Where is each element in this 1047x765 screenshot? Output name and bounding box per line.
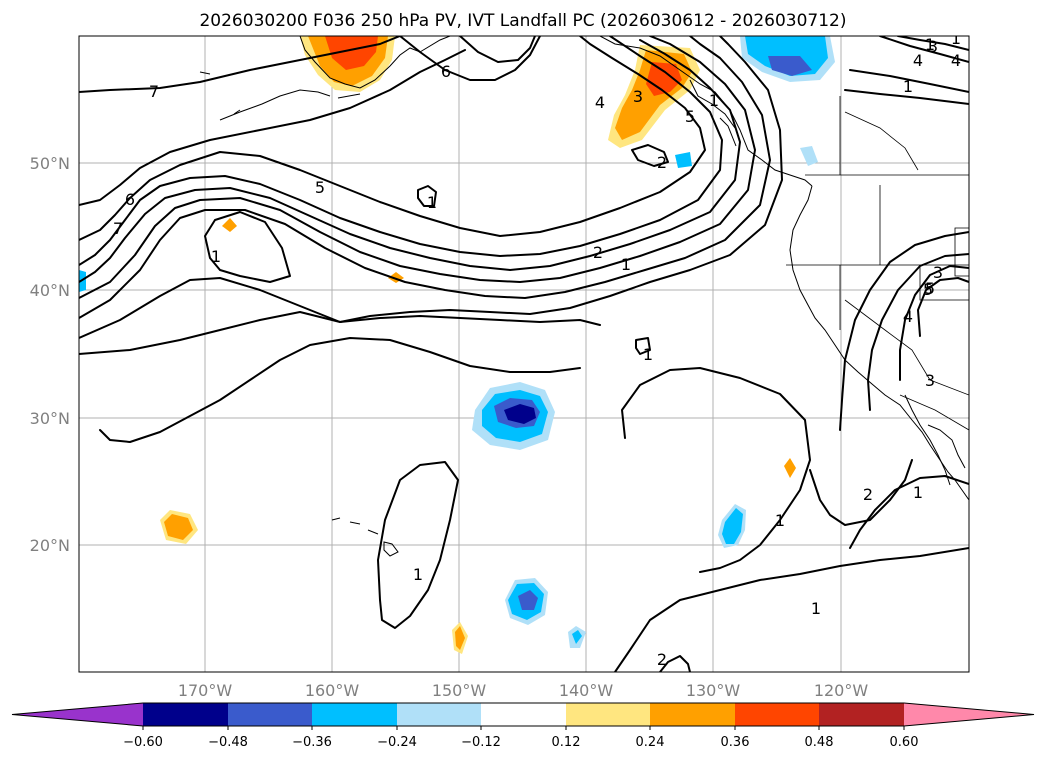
colorbar-segment (143, 703, 228, 726)
contour-label: 1 (925, 35, 935, 54)
contour-label: 4 (903, 307, 913, 326)
contour-label: 2 (657, 153, 667, 172)
contour-label: 1 (951, 29, 961, 48)
colorbar-segment (228, 703, 312, 726)
map-frame (78, 35, 970, 673)
lat-tick-labels: 50°N 40°N 30°N 20°N (30, 154, 70, 555)
colorbar-segment (819, 703, 904, 726)
map-background (79, 36, 969, 672)
contour-label: 1 (709, 91, 719, 110)
colorbar-label: −0.12 (461, 735, 501, 750)
colorbar-label: −0.60 (123, 735, 163, 750)
colorbar-label: 0.12 (552, 735, 581, 750)
colorbar-segment (904, 703, 1034, 726)
contour-label: 6 (125, 190, 135, 209)
lat-tick-label: 20°N (30, 536, 70, 555)
contour-label: 4 (951, 51, 961, 70)
contour-label: 1 (903, 77, 913, 96)
contour-label: 1 (621, 255, 631, 274)
lat-tick-label: 50°N (30, 154, 70, 173)
contour-label: 5 (923, 280, 933, 299)
lon-tick-label: 150°W (432, 681, 487, 700)
contour-label: 1 (413, 565, 423, 584)
lon-tick-label: 140°W (559, 681, 614, 700)
contour-label: 1 (643, 345, 653, 364)
lon-tick-label: 120°W (814, 681, 869, 700)
colorbar-label: −0.36 (292, 735, 332, 750)
colorbar-segment (735, 703, 819, 726)
map-panel: 7 6 5 4 3 2 1 7 6 5 1 1 1 2 1 4 3 1 5 4 (78, 29, 970, 673)
colorbar-segment (650, 703, 735, 726)
contour-label: 5 (315, 178, 325, 197)
colorbar-label: 0.24 (636, 735, 665, 750)
colorbar-segment (481, 703, 566, 726)
contour-label: 6 (441, 62, 451, 81)
contour-label-group: 7 6 5 4 3 2 1 7 6 5 1 1 1 2 1 4 3 1 5 4 (113, 29, 961, 669)
colorbar-label: −0.48 (208, 735, 248, 750)
contour-label: 7 (113, 219, 123, 238)
contour-label: 2 (593, 243, 603, 262)
contour-label: 5 (685, 107, 695, 126)
contour-label: 5 (925, 279, 935, 298)
pc-shading (79, 36, 835, 654)
lon-tick-labels: 170°W 160°W 150°W 140°W 130°W 120°W (178, 681, 869, 700)
contour-label: 2 (863, 485, 873, 504)
contour-label: 1 (775, 511, 785, 530)
contour-label: 4 (595, 93, 605, 112)
colorbar-label: 0.48 (805, 735, 834, 750)
colorbar-segment (12, 703, 143, 726)
pv-contours (79, 36, 969, 672)
lat-tick-label: 40°N (30, 281, 70, 300)
contour-label: 3 (933, 263, 943, 282)
contour-label: 2 (657, 650, 667, 669)
contour-label: 3 (633, 87, 643, 106)
contour-label: 1 (211, 247, 221, 266)
contour-label: 4 (913, 51, 923, 70)
contour-label: 3 (928, 37, 938, 56)
colorbar-label: 0.60 (890, 735, 919, 750)
colorbar-segment (312, 703, 397, 726)
contour-label: 1 (427, 193, 437, 212)
colorbar (11, 702, 1035, 727)
lon-tick-label: 170°W (178, 681, 233, 700)
colorbar-segment (566, 703, 650, 726)
colorbar-label: −0.24 (377, 735, 417, 750)
colorbar-label: 0.36 (721, 735, 750, 750)
contour-label: 1 (913, 483, 923, 502)
contour-label: 7 (149, 82, 159, 101)
contour-label: 1 (811, 599, 821, 618)
lon-tick-label: 130°W (686, 681, 741, 700)
contour-label: 3 (925, 371, 935, 390)
colorbar-segment (397, 703, 481, 726)
lon-tick-label: 160°W (305, 681, 360, 700)
colorbar-labels: −0.60 −0.48 −0.36 −0.24 −0.12 0.12 0.24 0.36 0.4… (123, 726, 918, 750)
lat-tick-label: 30°N (30, 409, 70, 428)
map-title: 2026030200 F036 250 hPa PV, IVT Landfall… (199, 11, 846, 31)
